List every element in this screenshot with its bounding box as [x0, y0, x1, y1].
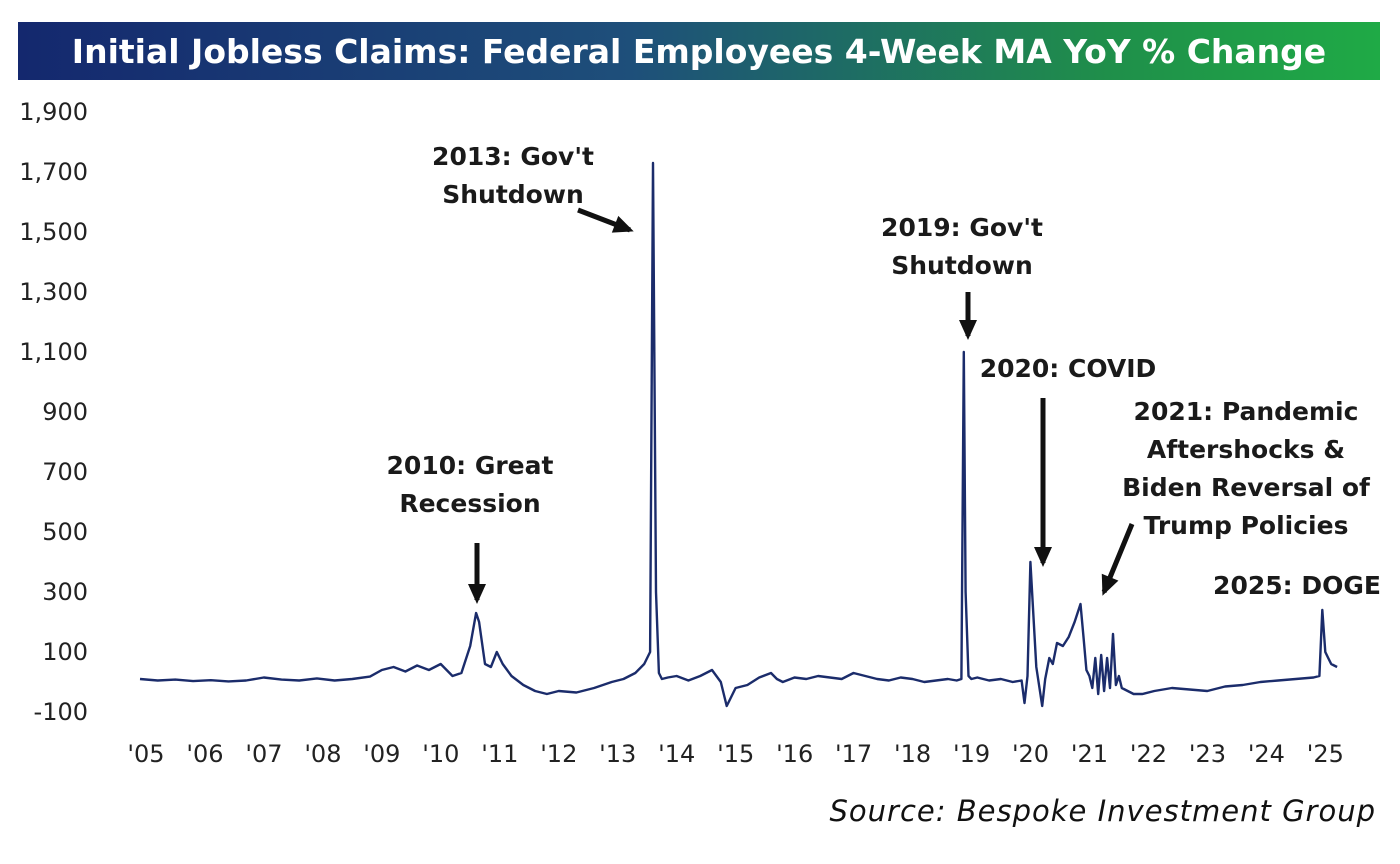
series-line — [139, 161, 1338, 708]
annotation-label: 2025: DOGE — [1213, 571, 1381, 600]
x-tick-label: '12 — [540, 740, 577, 768]
annotation-arrow-icon — [468, 584, 486, 604]
x-tick-label: '11 — [481, 740, 518, 768]
y-tick-label: -100 — [34, 698, 88, 726]
x-tick-label: '14 — [658, 740, 695, 768]
y-tick-label: 1,500 — [19, 218, 88, 246]
x-tick-label: '23 — [1189, 740, 1226, 768]
y-axis: 1,900 1,700 1,500 1,300 1,100 900 700 500 300 100… — [19, 98, 88, 726]
x-tick-label: '22 — [1130, 740, 1167, 768]
x-axis: '05 '06 '07 '08 '09 '10 '11 '12 '13 '14 '15 '16 '17 '… — [127, 740, 1344, 768]
y-tick-label: 700 — [42, 458, 88, 486]
annotation-label: 2010: Great — [387, 451, 554, 480]
annotation-arrow-icon — [1101, 573, 1119, 596]
annotation-label: 2021: Pandemic — [1134, 397, 1359, 426]
x-tick-label: '13 — [599, 740, 636, 768]
annotation-label: Shutdown — [891, 251, 1033, 280]
x-tick-label: '17 — [835, 740, 872, 768]
annotation-label: Aftershocks & — [1147, 435, 1345, 464]
x-tick-label: '05 — [127, 740, 164, 768]
x-tick-label: '18 — [894, 740, 931, 768]
x-tick-label: '07 — [245, 740, 282, 768]
y-tick-label: 900 — [42, 398, 88, 426]
x-tick-label: '21 — [1071, 740, 1108, 768]
x-tick-label: '06 — [186, 740, 223, 768]
y-tick-label: 1,300 — [19, 278, 88, 306]
x-tick-label: '19 — [953, 740, 990, 768]
x-tick-label: '09 — [363, 740, 400, 768]
chart-title-bar: Initial Jobless Claims: Federal Employee… — [18, 22, 1380, 80]
y-tick-label: 1,700 — [19, 158, 88, 186]
annotation-label: 2019: Gov't — [881, 213, 1043, 242]
annotation-label: 2013: Gov't — [432, 142, 594, 171]
x-tick-label: '25 — [1307, 740, 1344, 768]
x-tick-label: '16 — [776, 740, 813, 768]
y-tick-label: 500 — [42, 518, 88, 546]
annotation-label: Recession — [399, 489, 540, 518]
annotation-label: 2020: COVID — [980, 354, 1157, 383]
x-tick-label: '10 — [422, 740, 459, 768]
annotations-layer: 2010: Great Recession 2013: Gov't Shutdown 2… — [387, 142, 1381, 604]
y-tick-label: 1,900 — [19, 98, 88, 126]
y-tick-label: 100 — [42, 638, 88, 666]
annotation-label: Biden Reversal of — [1122, 473, 1371, 502]
annotation-label: Shutdown — [442, 180, 584, 209]
x-tick-label: '20 — [1012, 740, 1049, 768]
x-tick-label: '08 — [304, 740, 341, 768]
annotation-label: Trump Policies — [1144, 511, 1349, 540]
annotation-arrow-icon — [611, 215, 634, 233]
series-layer — [139, 161, 1338, 708]
source-note: Source: Bespoke Investment Group — [829, 794, 1376, 828]
annotation-arrow-icon — [959, 320, 977, 340]
y-tick-label: 1,100 — [19, 338, 88, 366]
annotation-arrow-icon — [1034, 547, 1052, 567]
chart-title: Initial Jobless Claims: Federal Employee… — [71, 31, 1327, 71]
x-tick-label: '15 — [717, 740, 754, 768]
x-tick-label: '24 — [1248, 740, 1285, 768]
y-tick-label: 300 — [42, 578, 88, 606]
